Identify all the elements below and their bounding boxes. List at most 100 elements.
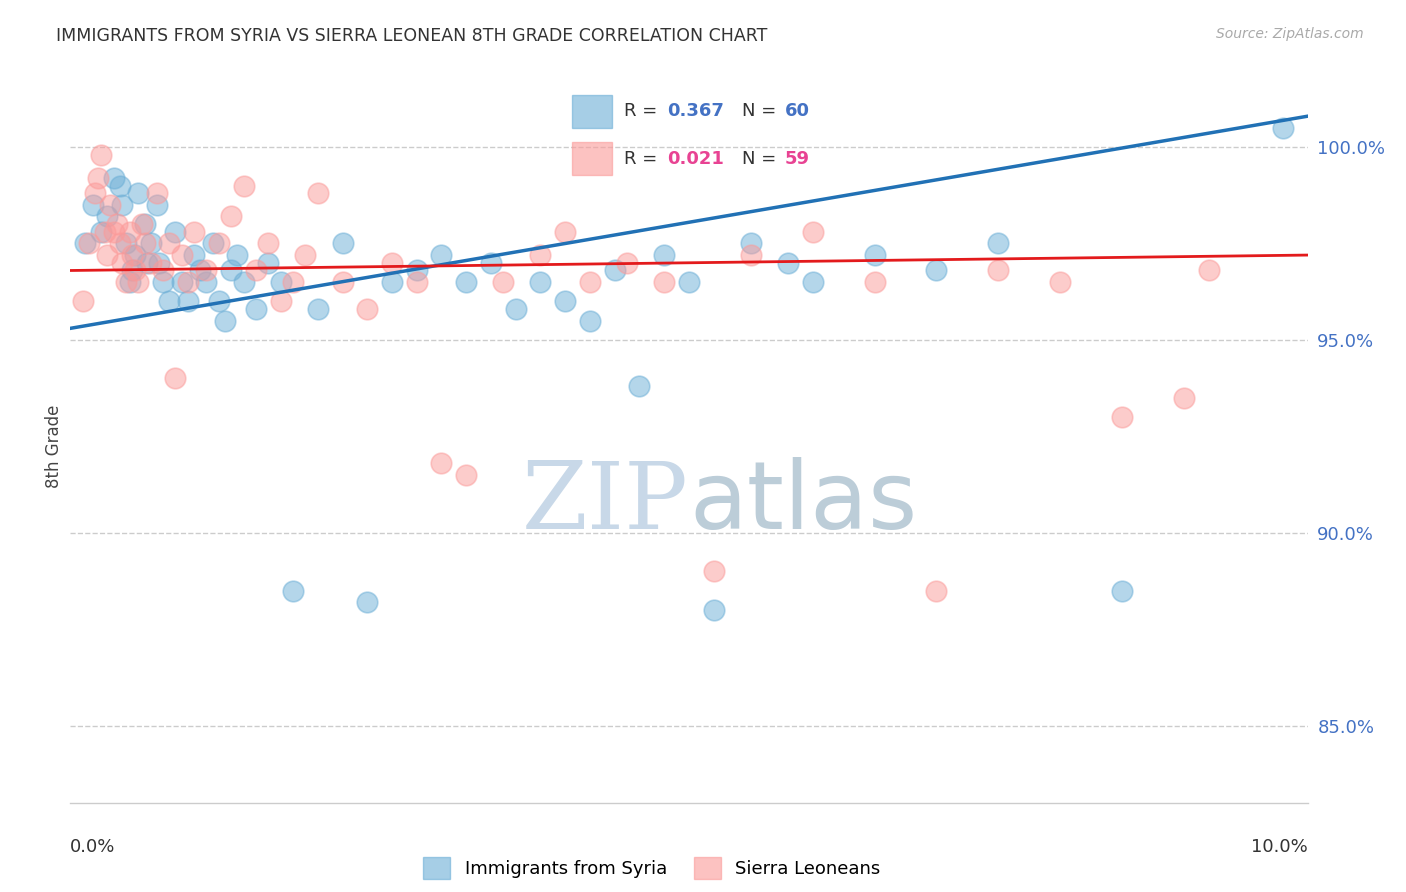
Point [245,263,267,277]
Point [987,236,1010,251]
Point [77,236,100,251]
Point [134,236,156,251]
Point [201,236,224,251]
Point [121,248,143,262]
Point [801,275,824,289]
Point [245,301,267,316]
Point [139,236,162,251]
Point [270,294,292,309]
Point [863,248,886,262]
Point [170,248,193,262]
Point [105,217,128,231]
Point [118,225,141,239]
Point [1111,410,1133,425]
Point [529,248,551,262]
Point [430,456,453,470]
Point [554,294,576,309]
Text: Source: ZipAtlas.com: Source: ZipAtlas.com [1216,27,1364,41]
Point [124,263,146,277]
Point [257,256,280,270]
Point [703,565,725,579]
Point [1173,391,1195,405]
Point [121,263,143,277]
Point [1049,275,1071,289]
Legend: Immigrants from Syria, Sierra Leoneans: Immigrants from Syria, Sierra Leoneans [416,850,887,887]
Point [177,294,200,309]
Point [332,236,354,251]
Point [579,313,602,327]
Point [356,595,378,609]
Text: 59: 59 [785,150,810,168]
Point [381,256,404,270]
Point [90,148,112,162]
Point [134,217,156,231]
Point [96,210,118,224]
Point [405,275,427,289]
Point [170,275,193,289]
Text: N =: N = [742,103,782,120]
Point [208,236,231,251]
Point [1198,263,1220,277]
Text: 10.0%: 10.0% [1251,838,1308,856]
Point [183,225,205,239]
Point [628,379,651,393]
Point [652,248,675,262]
Point [740,248,762,262]
Bar [572,142,612,175]
Point [115,275,138,289]
Point [108,178,131,193]
Point [86,170,108,185]
Point [118,275,141,289]
Text: 0.021: 0.021 [668,150,724,168]
Point [219,210,242,224]
Point [332,275,354,289]
Point [157,236,180,251]
Point [307,186,329,201]
Point [505,301,527,316]
Point [456,275,478,289]
Point [307,301,329,316]
Point [157,294,180,309]
Point [925,263,948,277]
Point [678,275,700,289]
Point [139,256,162,270]
Point [188,263,211,277]
Text: ZIP: ZIP [522,458,689,548]
Point [603,263,626,277]
Point [801,225,824,239]
Point [136,256,159,270]
Point [652,275,675,289]
Point [479,256,502,270]
Point [579,275,602,289]
Point [111,256,134,270]
Text: 0.0%: 0.0% [70,838,115,856]
Point [146,198,169,212]
Point [257,236,280,251]
Point [1271,120,1294,135]
Point [127,186,149,201]
Point [281,275,304,289]
Point [195,263,218,277]
Point [492,275,515,289]
Point [1111,583,1133,598]
Point [115,236,138,251]
Point [177,275,200,289]
Point [96,248,118,262]
Point [165,371,187,385]
Point [90,225,112,239]
Point [131,217,153,231]
Point [183,248,205,262]
Point [152,275,174,289]
Text: 0.367: 0.367 [668,103,724,120]
Point [356,301,378,316]
Text: R =: R = [624,150,664,168]
Point [232,275,254,289]
Point [72,294,94,309]
Point [75,236,97,251]
Point [208,294,231,309]
Text: atlas: atlas [689,457,917,549]
Point [616,256,638,270]
Point [281,583,304,598]
Point [776,256,799,270]
Point [430,248,453,262]
